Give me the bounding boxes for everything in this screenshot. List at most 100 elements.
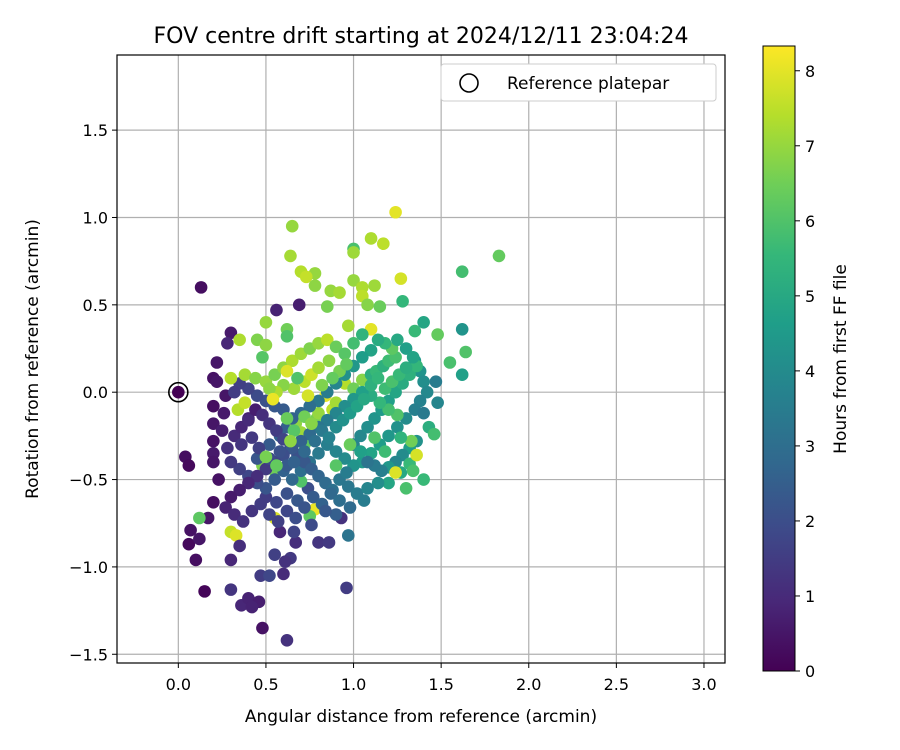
data-point	[224, 583, 238, 596]
data-point	[443, 356, 457, 369]
data-point	[268, 548, 281, 561]
colorbar-ticks: 0 1 2 3 4 5 6 7 8	[795, 62, 815, 681]
data-point	[280, 329, 294, 343]
legend-entry-reference-platepar: Reference platepar	[507, 74, 669, 94]
data-point	[224, 553, 238, 567]
data-point	[291, 371, 304, 385]
data-points	[179, 205, 506, 647]
y-tick-label: 1.0	[83, 208, 108, 227]
data-point	[427, 427, 441, 441]
data-point	[256, 350, 269, 364]
data-point	[308, 434, 322, 448]
y-tick-label: −0.5	[69, 471, 108, 490]
plot-frame	[116, 54, 726, 664]
data-point	[364, 232, 378, 245]
data-point	[245, 431, 259, 444]
data-point	[382, 403, 395, 416]
data-point	[326, 371, 339, 385]
reference-point	[172, 385, 185, 399]
x-axis-label: Angular distance from reference (arcmin)	[245, 707, 597, 727]
y-tick-label: 0.0	[83, 383, 108, 402]
data-point	[215, 424, 229, 437]
data-point	[270, 459, 283, 472]
x-tick-label: 0.0	[166, 675, 191, 694]
data-point	[364, 343, 378, 357]
x-axis-ticks: 0.0 0.5 1.0 1.5 2.0 2.5 3.0	[166, 663, 717, 694]
data-point	[368, 279, 381, 292]
data-point	[492, 249, 506, 263]
data-point	[298, 501, 311, 514]
data-point	[356, 350, 369, 364]
data-point	[305, 417, 318, 430]
data-point	[356, 328, 369, 341]
data-point	[405, 434, 418, 448]
data-point	[289, 536, 303, 549]
data-point	[308, 279, 322, 292]
data-point	[270, 495, 283, 509]
data-point	[320, 333, 334, 347]
data-point	[298, 445, 311, 458]
data-point	[219, 501, 232, 514]
data-point	[207, 417, 220, 430]
data-point	[245, 600, 259, 614]
data-point	[394, 431, 408, 444]
data-point	[408, 324, 422, 338]
data-point	[312, 361, 325, 375]
data-point	[285, 473, 299, 486]
data-point	[329, 340, 343, 354]
data-point	[399, 361, 413, 375]
data-point	[182, 459, 196, 472]
data-point	[333, 494, 346, 507]
data-point	[305, 518, 318, 532]
colorbar-label: Hours from first FF file	[831, 264, 851, 454]
data-point	[233, 483, 246, 497]
data-point	[389, 466, 402, 479]
data-point	[338, 452, 352, 465]
data-point	[382, 429, 395, 443]
data-point	[306, 490, 320, 504]
legend: Reference platepar	[440, 63, 717, 102]
data-point	[278, 555, 292, 568]
colorbar-tick-label: 5	[805, 287, 815, 306]
data-point	[224, 326, 238, 340]
data-point	[242, 476, 255, 490]
x-tick-label: 2.5	[604, 675, 629, 694]
data-point	[273, 525, 287, 539]
colorbar-tick-label: 0	[805, 662, 815, 681]
data-point	[221, 336, 234, 350]
data-point	[368, 412, 381, 425]
data-point	[324, 487, 338, 500]
y-tick-label: −1.5	[69, 645, 108, 664]
colorbar-tick-label: 7	[805, 137, 815, 156]
data-point	[333, 286, 346, 299]
data-point	[280, 412, 294, 425]
legend-reference-marker	[459, 73, 479, 93]
data-point	[182, 537, 196, 551]
data-point	[391, 333, 404, 347]
data-point	[322, 431, 336, 444]
data-point	[207, 495, 220, 509]
data-point	[399, 342, 413, 355]
data-point	[238, 368, 252, 382]
data-point	[228, 385, 241, 399]
data-point	[377, 237, 390, 250]
grid-lines	[117, 55, 725, 663]
reference-ring	[168, 381, 189, 403]
data-point	[233, 333, 246, 347]
data-point	[320, 300, 334, 313]
data-point	[329, 508, 343, 521]
data-point	[259, 316, 273, 329]
data-point	[217, 406, 231, 420]
data-point	[356, 281, 369, 294]
data-point	[250, 389, 264, 402]
data-point	[371, 476, 385, 490]
data-point	[228, 508, 241, 521]
data-point	[319, 504, 332, 518]
colorbar-tick-label: 8	[805, 62, 815, 81]
colorbar	[762, 45, 796, 672]
data-point	[245, 504, 259, 518]
data-point	[354, 445, 367, 458]
data-point	[259, 338, 273, 352]
data-point	[354, 429, 367, 443]
